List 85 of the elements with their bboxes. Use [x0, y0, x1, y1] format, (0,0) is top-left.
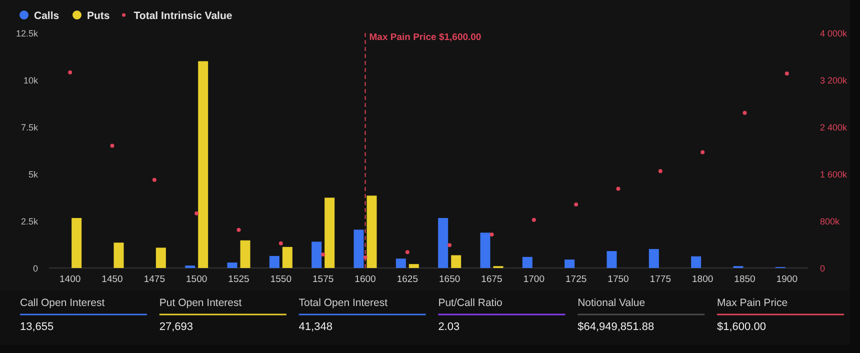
y2-tick-label: 1 600k: [820, 170, 848, 180]
x-tick-label: 1700: [523, 274, 544, 285]
x-tick-label: 1675: [481, 274, 502, 285]
bar: [564, 260, 575, 268]
y-tick-label: 12.5k: [16, 28, 38, 38]
legend-label: Total Intrinsic Value: [134, 10, 232, 22]
point: [574, 202, 578, 207]
point: [658, 169, 662, 174]
bar: [522, 256, 532, 268]
x-tick-label: 1475: [144, 274, 165, 285]
x-tick-label: 1450: [102, 274, 123, 285]
point: [68, 70, 72, 74]
bar: [648, 249, 659, 268]
point: [700, 150, 705, 154]
y2-tick-label: 3 200k: [820, 76, 848, 86]
point: [490, 232, 494, 237]
category-label: Put Open Interest: [159, 297, 242, 309]
point: [742, 110, 747, 115]
bar: [606, 251, 617, 268]
bar: [480, 232, 490, 268]
category-label: Put/Call Ratio: [438, 297, 503, 309]
category-label: Max Pain Price: [717, 297, 788, 309]
x-tick-label: 1900: [776, 274, 798, 285]
x-tick-label: 1500: [186, 274, 208, 285]
bar: [227, 262, 238, 268]
bar: [240, 240, 250, 268]
x-tick-label: 1525: [228, 274, 250, 285]
point: [405, 250, 410, 254]
bar: [451, 255, 462, 268]
point: [236, 228, 241, 232]
x-tick-label: 1650: [439, 274, 460, 285]
x-tick-label: 1725: [566, 274, 587, 285]
bar: [366, 196, 377, 268]
x-tick-label: 1400: [60, 274, 81, 285]
bar: [269, 256, 280, 268]
category-label: Total Open Interest: [298, 297, 388, 309]
y-tick-label: 5k: [28, 170, 38, 180]
text: 41,348: [298, 321, 332, 333]
text: $1,600.00: [717, 321, 766, 333]
bar: [396, 258, 406, 268]
bar: [354, 230, 364, 268]
point: [784, 72, 789, 76]
y-tick-label: 0: [32, 264, 38, 274]
text: $64,949,851.88: [578, 321, 654, 333]
y2-tick-label: 4 000k: [820, 28, 848, 38]
y-tick-label: 7.5k: [20, 122, 38, 132]
bar: [408, 264, 419, 268]
bar: [324, 198, 335, 268]
point: [152, 178, 156, 182]
bar: [114, 242, 124, 268]
point: [616, 186, 620, 191]
x-tick-label: 1750: [608, 274, 629, 285]
ref-line-label: Max Pain Price $1,600.00: [369, 32, 482, 43]
x-tick-label: 1575: [312, 274, 334, 285]
category-label: Notional Value: [578, 297, 646, 309]
legend-label: Puts: [87, 10, 110, 22]
category-label: Call Open Interest: [20, 297, 105, 309]
bar: [438, 218, 448, 268]
point: [278, 241, 283, 246]
x-tick-label: 1775: [650, 274, 671, 285]
x-tick-label: 1800: [692, 274, 714, 285]
x-tick-label: 1625: [396, 274, 418, 285]
bar: [156, 248, 166, 268]
bar: [198, 61, 208, 268]
bar: [72, 218, 82, 268]
x-tick-label: 1850: [734, 274, 756, 285]
x-tick-label: 1550: [270, 274, 292, 285]
y-tick-label: 2.5k: [20, 216, 38, 226]
y2-tick-label: 2 400k: [820, 122, 848, 132]
text: 2.03: [438, 321, 460, 333]
point: [448, 243, 452, 248]
bar: [312, 242, 322, 268]
text: 27,693: [159, 321, 194, 333]
bar: [691, 256, 702, 268]
point: [321, 252, 326, 256]
point: [532, 218, 536, 222]
y2-tick-label: 0: [820, 264, 826, 274]
legend-label: Calls: [34, 10, 60, 22]
bar: [282, 246, 292, 268]
x-tick-label: 1600: [354, 274, 376, 285]
y-tick-label: 10k: [23, 76, 38, 86]
y2-tick-label: 800k: [820, 216, 840, 226]
point: [110, 144, 114, 148]
text: 13,655: [20, 321, 54, 333]
point: [194, 211, 199, 216]
